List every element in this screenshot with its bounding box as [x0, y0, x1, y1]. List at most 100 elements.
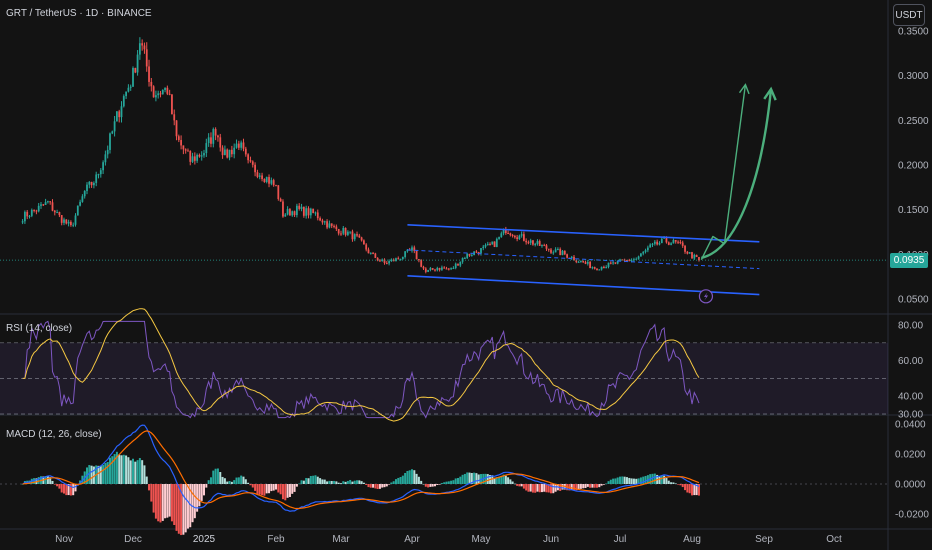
macd-bar: [516, 484, 519, 486]
macd-bar: [486, 474, 489, 484]
currency-button[interactable]: USDT: [893, 4, 925, 26]
candle-body: [328, 223, 331, 228]
candle-body: [529, 240, 532, 243]
macd-bar: [450, 480, 453, 484]
macd-bar: [461, 474, 464, 484]
macd-bar: [226, 481, 229, 484]
candle-body: [563, 250, 566, 255]
candle-body: [406, 249, 409, 252]
macd-bar: [46, 476, 49, 484]
macd-bar: [251, 484, 254, 488]
macd-bar: [401, 475, 404, 484]
candle-body: [90, 181, 93, 186]
candle-body: [219, 137, 222, 148]
macd-bar: [473, 472, 476, 484]
candle-body: [626, 260, 628, 262]
macd-bar: [422, 483, 425, 485]
candle-body: [118, 111, 121, 118]
macd-bar: [554, 484, 557, 492]
macd-bar: [369, 484, 372, 488]
candle-body: [184, 149, 187, 151]
candle-body: [76, 205, 79, 216]
candle-body: [450, 268, 452, 270]
candle-body: [477, 252, 480, 254]
macd-bar: [525, 484, 528, 491]
macd-bar: [21, 484, 24, 485]
drawings[interactable]: [0, 83, 888, 304]
macd-bar: [518, 484, 521, 487]
candle-body: [33, 209, 35, 211]
macd-bar: [691, 484, 693, 496]
macd-bar: [630, 478, 633, 484]
macd-bar: [394, 479, 397, 484]
candle-body: [642, 251, 645, 254]
macd-bar: [447, 481, 450, 484]
candle-body: [420, 260, 423, 267]
macd-bar: [102, 464, 105, 484]
candle-body: [95, 174, 98, 183]
macd-axis-tick: 0.0400: [895, 420, 926, 431]
rsi-axis-tick: 30.00: [898, 410, 923, 421]
macd-bar: [367, 484, 370, 488]
candle-body: [180, 140, 182, 146]
candle-body: [509, 233, 512, 235]
macd-bar: [511, 481, 514, 484]
macd-bar: [383, 484, 386, 488]
candle-body: [486, 243, 489, 245]
candle-body: [443, 267, 446, 269]
candle-body: [507, 233, 509, 235]
candle-body: [30, 209, 33, 216]
candle-body: [628, 260, 631, 262]
candle-body: [145, 49, 148, 67]
candle-body: [464, 257, 466, 259]
macd-bar: [111, 456, 114, 484]
symbol-title[interactable]: GRT / TetherUS · 1D · BINANCE: [6, 8, 152, 19]
candlestick-series[interactable]: [21, 37, 700, 274]
macd-bar: [397, 477, 400, 484]
macd-bar: [295, 484, 298, 487]
macd-bar: [314, 475, 317, 484]
candle-body: [616, 260, 619, 264]
candle-body: [557, 249, 559, 251]
macd-bar: [272, 484, 275, 491]
candle-body: [21, 221, 24, 223]
macd-bar: [623, 476, 626, 484]
candle-body: [207, 137, 210, 144]
macd-bar: [459, 476, 462, 484]
macd-bar: [67, 484, 70, 496]
candle-body: [300, 206, 303, 209]
candle-body: [470, 255, 473, 257]
macd-bar: [200, 484, 203, 501]
rsi-legend-title[interactable]: RSI (14, close): [6, 323, 73, 334]
candle-body: [452, 268, 455, 270]
macd-bar: [99, 466, 102, 484]
macd-bar: [261, 484, 264, 496]
candle-body: [498, 237, 500, 239]
macd-bar: [536, 484, 539, 492]
macd-bar: [154, 484, 157, 519]
macd-bar: [358, 480, 361, 484]
signal-line: [22, 430, 700, 510]
candle-body: [684, 245, 686, 252]
macd-bar: [166, 484, 169, 518]
candle-body: [566, 254, 568, 258]
macd-bar: [104, 463, 107, 484]
macd-bar: [216, 468, 219, 484]
candle-body: [67, 221, 70, 224]
candle-body: [263, 178, 266, 183]
macd-bar: [209, 477, 212, 484]
macd-legend-title[interactable]: MACD (12, 26, close): [6, 429, 102, 440]
time-axis-tick: Mar: [332, 534, 350, 545]
macd-bar: [378, 484, 381, 489]
candle-body: [429, 268, 432, 270]
candle-body: [513, 235, 516, 238]
macd-bar: [547, 484, 550, 493]
candle-body: [395, 258, 397, 262]
macd-bar: [223, 478, 226, 484]
candle-body: [221, 147, 224, 156]
macd-bar: [180, 484, 183, 536]
candle-body: [570, 256, 573, 259]
macd-bar: [305, 477, 308, 484]
channel-line: [407, 224, 760, 243]
